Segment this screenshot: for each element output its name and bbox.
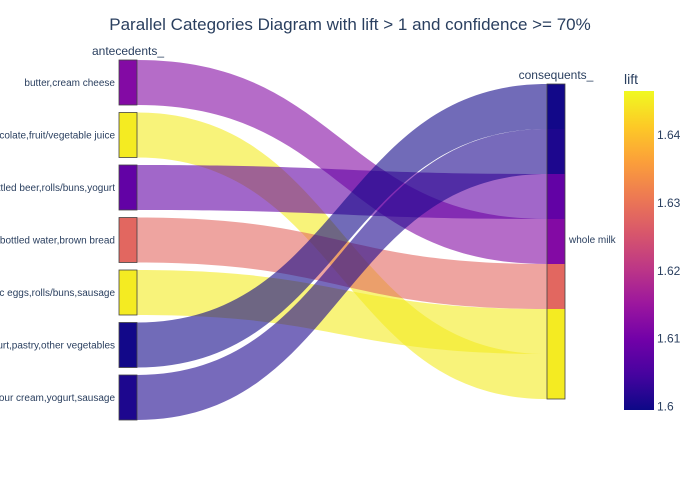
colorbar-tick-label: 1.6 — [657, 400, 674, 414]
consequent-bars — [546, 83, 566, 400]
antecedent-label-6: urt,pastry,other vegetables — [0, 341, 115, 352]
antecedent-bar-4[interactable] — [118, 217, 138, 263]
colorbar-gradient — [624, 91, 654, 410]
antecedent-bar-5[interactable] — [118, 269, 138, 316]
antecedent-bar-2[interactable] — [118, 112, 138, 158]
antecedent-label-4: bottled water,brown bread — [0, 236, 115, 247]
antecedent-bar-6[interactable] — [118, 322, 138, 368]
dimension-label-antecedents: antecedents_ — [92, 44, 164, 58]
consequent-segment-4[interactable] — [547, 219, 565, 264]
ribbons-layer — [137, 60, 547, 420]
colorbar: lift 1.6 1.61 1.62 1.63 1.64 — [624, 71, 681, 414]
colorbar-tick-label: 1.64 — [657, 128, 681, 142]
consequent-segment-6[interactable] — [547, 309, 565, 354]
antecedent-bar-7[interactable] — [118, 374, 138, 421]
consequent-bar-whole-milk[interactable] — [546, 83, 566, 400]
ribbon-6[interactable] — [137, 84, 547, 368]
consequent-segment-7[interactable] — [547, 354, 565, 399]
antecedent-label-1: butter,cream cheese — [24, 78, 115, 89]
consequent-segment-1[interactable] — [547, 84, 565, 129]
antecedent-bars — [118, 59, 138, 421]
antecedent-labels: butter,cream cheese colate,fruit/vegetabl… — [0, 78, 115, 404]
consequent-segment-3[interactable] — [547, 174, 565, 219]
antecedent-label-7: our cream,yogurt,sausage — [0, 393, 115, 404]
antecedent-label-3: ttled beer,rolls/buns,yogurt — [0, 183, 115, 194]
colorbar-tick-label: 1.61 — [657, 332, 681, 346]
colorbar-tick-label: 1.63 — [657, 196, 681, 210]
consequent-label-whole-milk: whole milk — [568, 235, 617, 246]
antecedent-bar-1[interactable] — [118, 59, 138, 106]
colorbar-ticks: 1.6 1.61 1.62 1.63 1.64 — [657, 128, 681, 413]
colorbar-tick-label: 1.62 — [657, 264, 681, 278]
antecedent-label-5: c eggs,rolls/buns,sausage — [0, 288, 115, 299]
ribbon-7[interactable] — [137, 129, 547, 420]
ribbon-5[interactable] — [137, 270, 547, 354]
antecedent-bar-3[interactable] — [118, 164, 138, 211]
chart-title: Parallel Categories Diagram with lift > … — [109, 15, 590, 34]
consequent-segment-5[interactable] — [547, 264, 565, 309]
consequent-segment-2[interactable] — [547, 129, 565, 174]
antecedent-label-2: colate,fruit/vegetable juice — [0, 131, 115, 142]
colorbar-title: lift — [624, 71, 638, 87]
dimension-label-consequents: consequents_ — [519, 68, 594, 82]
